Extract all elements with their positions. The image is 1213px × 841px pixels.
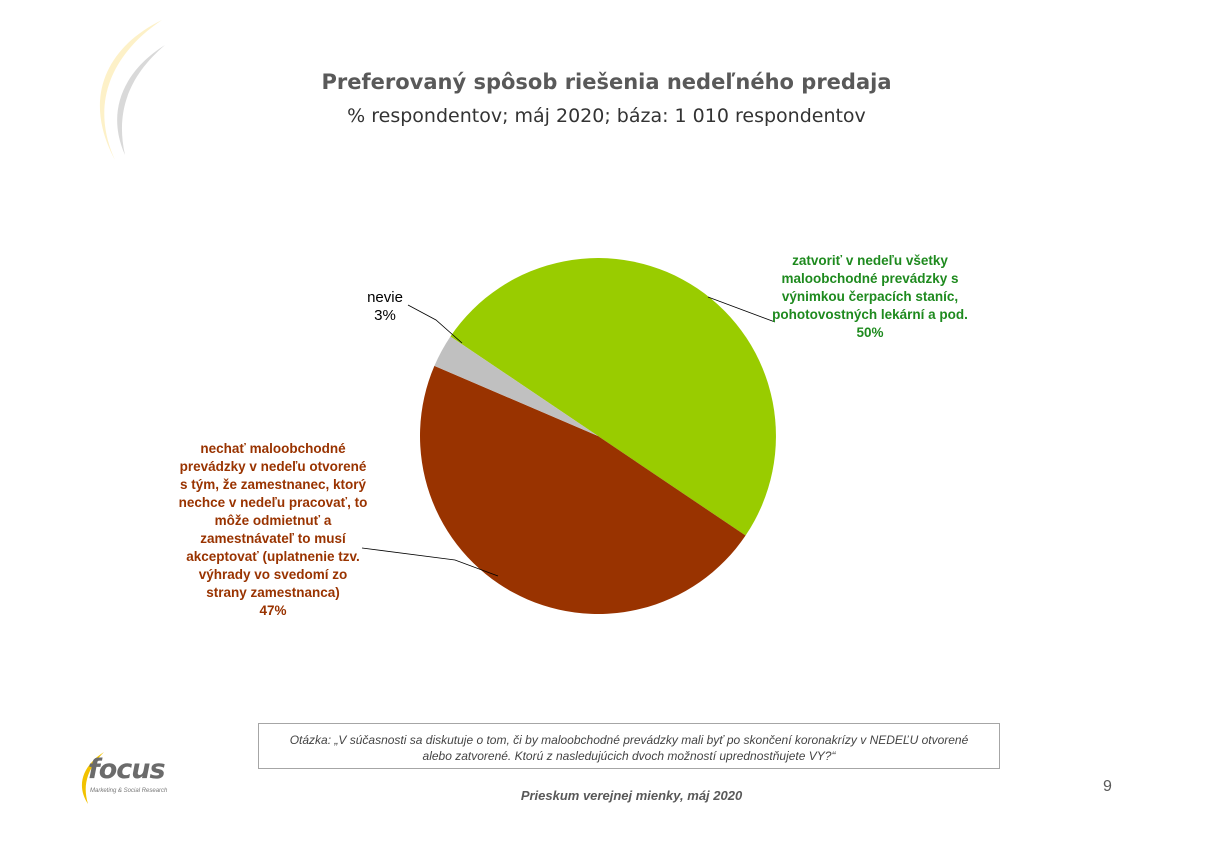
- pie-slice-close: [450, 258, 776, 536]
- corner-swoosh-decoration: [99, 20, 165, 160]
- question-box: Otázka: „V súčasnosti sa diskutuje o tom…: [258, 723, 1000, 769]
- pie-slice-dont-know: [434, 336, 598, 436]
- chart-subtitle: % respondentov; máj 2020; báza: 1 010 re…: [347, 105, 866, 127]
- logo-swoosh-icon: [81, 752, 104, 804]
- leader-line-dont-know: [407, 304, 463, 344]
- page-number: 9: [1103, 778, 1112, 795]
- slice-label-dont-know-percent: 3%: [374, 307, 396, 324]
- slice-label-close: zatvoriť v nedeľu všetky maloobchodné pr…: [770, 252, 970, 342]
- slice-label-dont-know-text: nevie: [367, 289, 403, 306]
- slice-label-close-percent: 50%: [856, 325, 884, 340]
- logo-tagline: Marketing & Social Research: [90, 788, 168, 794]
- pie-slice-open: [420, 365, 746, 614]
- slice-label-open: nechať maloobchodné prevádzky v nedeľu o…: [178, 440, 368, 620]
- slice-label-dont-know: nevie 3%: [355, 289, 415, 325]
- leader-line-open: [361, 547, 499, 577]
- footer-text: Prieskum verejnej mienky, máj 2020: [520, 788, 743, 803]
- slice-label-close-text: zatvoriť v nedeľu všetky maloobchodné pr…: [772, 253, 968, 322]
- question-line-1: Otázka: „V súčasnosti sa diskutuje o tom…: [289, 733, 969, 747]
- logo-wordmark: focus: [88, 754, 166, 785]
- question-line-2: alebo zatvorené. Ktorú z nasledujúcich d…: [422, 749, 836, 763]
- slice-label-open-text: nechať maloobchodné prevádzky v nedeľu o…: [178, 441, 368, 600]
- leader-line-close: [707, 296, 776, 323]
- chart-title: Preferovaný spôsob riešenia nedeľného pr…: [321, 70, 892, 94]
- slice-label-open-percent: 47%: [259, 603, 287, 618]
- focus-logo: focus Marketing & Social Research: [74, 748, 184, 808]
